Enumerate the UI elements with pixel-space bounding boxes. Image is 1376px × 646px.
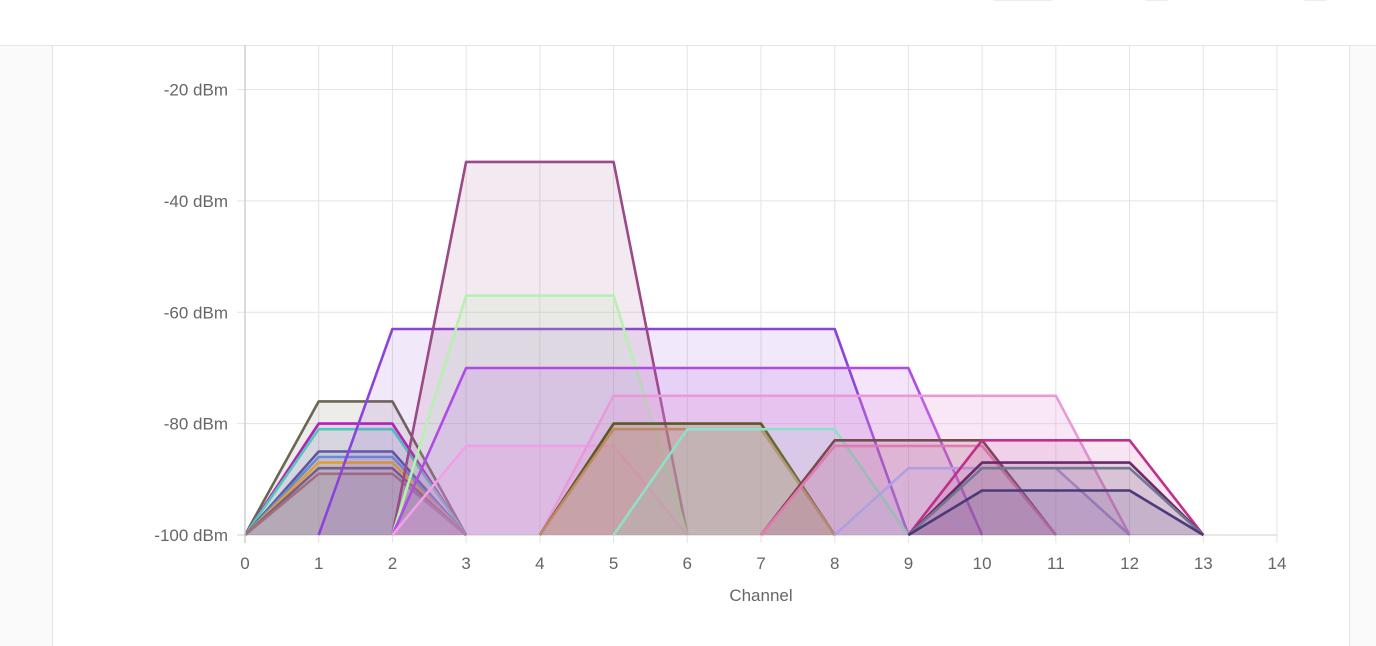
- x-tick-label: 11: [1047, 554, 1065, 573]
- series-area-fill: [908, 468, 1204, 535]
- x-tick-label: 8: [830, 554, 839, 573]
- series-area-fill: [613, 429, 909, 535]
- series-line: [538, 422, 836, 536]
- series-area-fill: [245, 457, 467, 535]
- series-line: [907, 438, 1205, 536]
- series-area-fill: [245, 473, 467, 535]
- y-tick-label: -20 dBm: [164, 81, 228, 100]
- series-line: [907, 466, 1205, 536]
- toolbar-button-stub[interactable]: [990, 0, 1056, 1]
- y-tick-label: -40 dBm: [164, 192, 228, 211]
- x-tick-label: 7: [756, 554, 765, 573]
- series-area-fill: [245, 462, 467, 535]
- series-area-fill: [908, 462, 1204, 535]
- toolbar-button-stub[interactable]: [1142, 0, 1172, 1]
- series-line: [317, 327, 910, 536]
- series-line: [538, 394, 1131, 536]
- series-area-fill: [392, 161, 688, 535]
- series-line: [391, 160, 689, 536]
- series-area-fill: [539, 429, 835, 535]
- series-area-fill: [908, 490, 1204, 535]
- series-area-fill: [392, 295, 688, 535]
- series-line: [391, 294, 689, 536]
- series-area-fill: [834, 468, 1130, 535]
- chart-panel: [52, 46, 1350, 646]
- series-line: [759, 438, 1057, 536]
- series-line: [243, 400, 468, 536]
- series-line: [907, 489, 1204, 537]
- series-area-fill: [392, 368, 983, 535]
- series-line: [391, 366, 984, 536]
- x-tick-label: 3: [461, 554, 470, 573]
- y-tick-label: -100 dBm: [154, 526, 228, 545]
- series-line: [244, 461, 468, 536]
- series-line: [244, 455, 468, 536]
- axes: 0 1 2 3 4 5 6 7 8 9 10 11 12 13 14-20 dBm-40 dBm-60 dB…: [154, 45, 1286, 573]
- series-line: [244, 466, 467, 536]
- x-tick-label: 12: [1120, 554, 1139, 573]
- x-tick-label: 13: [1194, 554, 1213, 573]
- series-line: [391, 444, 689, 536]
- x-axis-title: Channel: [729, 586, 792, 605]
- series-line: [244, 450, 468, 536]
- x-tick-label: 14: [1268, 554, 1287, 573]
- series-area-fill: [245, 429, 467, 535]
- x-tick-label: 1: [314, 554, 323, 573]
- series-area-fill: [392, 445, 688, 535]
- series-area-fill: [245, 423, 467, 535]
- series-line: [243, 422, 468, 536]
- toolbar-button-stub[interactable]: [1300, 0, 1330, 1]
- series-area-fill: [318, 329, 909, 535]
- x-tick-label: 9: [904, 554, 913, 573]
- series-area-fill: [539, 423, 835, 535]
- x-tick-label: 5: [609, 554, 618, 573]
- series-line: [244, 472, 467, 537]
- y-tick-label: -60 dBm: [164, 303, 228, 322]
- x-tick-label: 6: [683, 554, 692, 573]
- series-line: [612, 427, 910, 536]
- top-bar: [0, 0, 1376, 46]
- x-tick-label: 2: [388, 554, 397, 573]
- series-line: [907, 461, 1205, 536]
- series-areas: [243, 160, 1205, 537]
- y-tick-label: -80 dBm: [164, 415, 228, 434]
- x-tick-label: 10: [973, 554, 992, 573]
- x-tick-label: 4: [535, 554, 544, 573]
- x-tick-label: 0: [240, 554, 249, 573]
- grid-lines: [237, 45, 1278, 543]
